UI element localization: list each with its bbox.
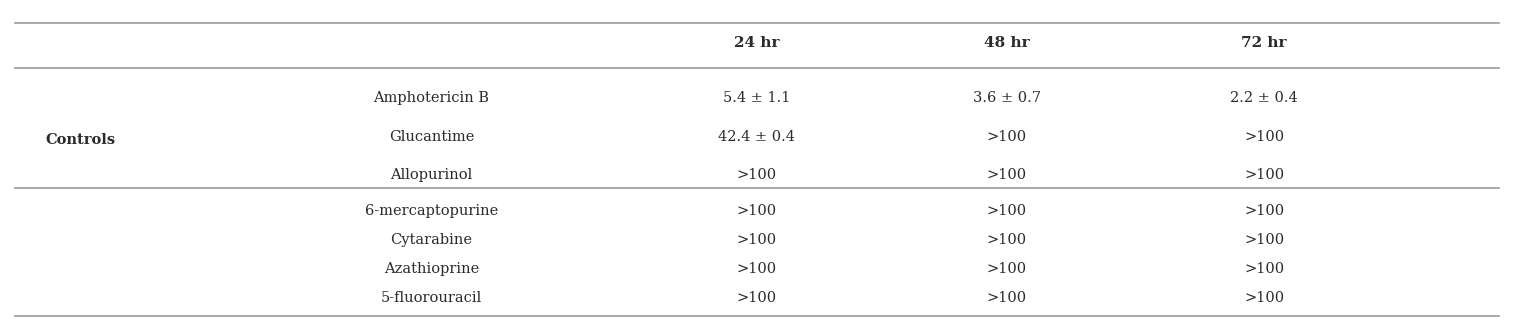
Text: Controls: Controls xyxy=(45,133,115,147)
Text: 72 hr: 72 hr xyxy=(1241,36,1287,51)
Text: >100: >100 xyxy=(987,130,1026,144)
Text: 2.2 ± 0.4: 2.2 ± 0.4 xyxy=(1231,91,1297,105)
Text: >100: >100 xyxy=(737,291,777,305)
Text: >100: >100 xyxy=(737,168,777,183)
Text: 48 hr: 48 hr xyxy=(984,36,1030,51)
Text: >100: >100 xyxy=(1245,130,1284,144)
Text: >100: >100 xyxy=(1245,291,1284,305)
Text: >100: >100 xyxy=(1245,262,1284,276)
Text: Amphotericin B: Amphotericin B xyxy=(374,91,489,105)
Text: 6-mercaptopurine: 6-mercaptopurine xyxy=(365,204,498,218)
Text: >100: >100 xyxy=(987,291,1026,305)
Text: 5-fluorouracil: 5-fluorouracil xyxy=(382,291,481,305)
Text: >100: >100 xyxy=(737,233,777,247)
Text: Allopurinol: Allopurinol xyxy=(391,168,472,183)
Text: >100: >100 xyxy=(987,233,1026,247)
Text: >100: >100 xyxy=(737,204,777,218)
Text: >100: >100 xyxy=(987,168,1026,183)
Text: 5.4 ± 1.1: 5.4 ± 1.1 xyxy=(724,91,790,105)
Text: Glucantime: Glucantime xyxy=(389,130,474,144)
Text: Cytarabine: Cytarabine xyxy=(391,233,472,247)
Text: >100: >100 xyxy=(987,262,1026,276)
Text: 3.6 ± 0.7: 3.6 ± 0.7 xyxy=(974,91,1040,105)
Text: >100: >100 xyxy=(1245,168,1284,183)
Text: >100: >100 xyxy=(737,262,777,276)
Text: >100: >100 xyxy=(987,204,1026,218)
Text: Azathioprine: Azathioprine xyxy=(385,262,478,276)
Text: >100: >100 xyxy=(1245,233,1284,247)
Text: 42.4 ± 0.4: 42.4 ± 0.4 xyxy=(719,130,795,144)
Text: 24 hr: 24 hr xyxy=(734,36,780,51)
Text: >100: >100 xyxy=(1245,204,1284,218)
